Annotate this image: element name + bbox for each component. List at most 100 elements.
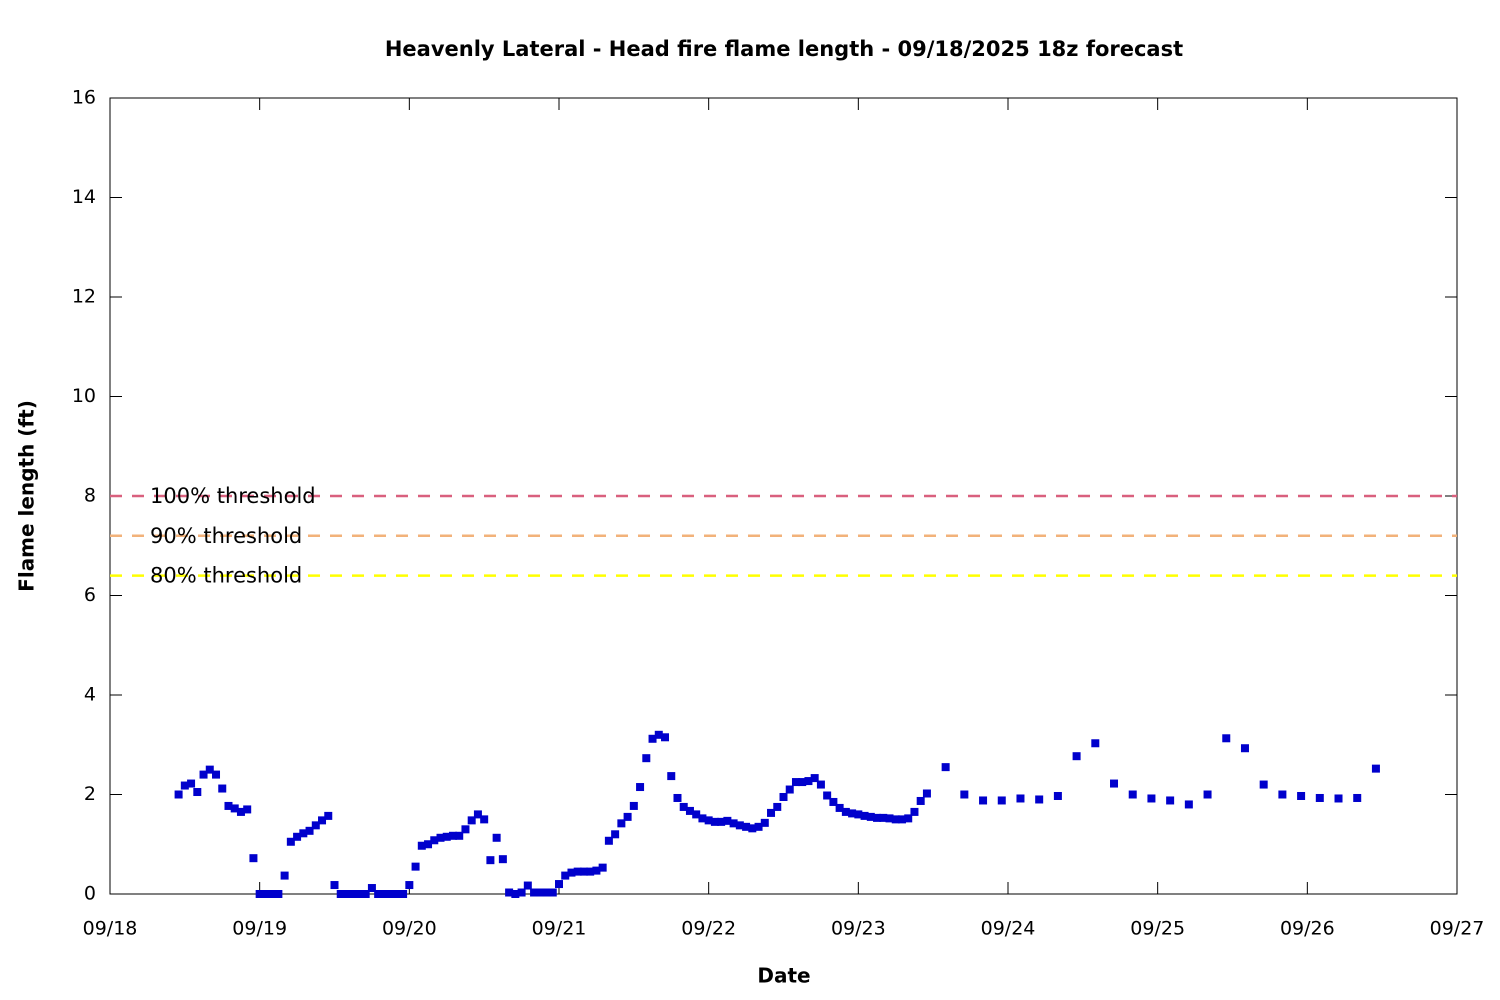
point bbox=[417, 841, 426, 850]
point bbox=[860, 811, 869, 820]
point bbox=[1091, 739, 1100, 748]
point bbox=[336, 890, 345, 898]
y-tick-label: 12 bbox=[72, 286, 96, 308]
x-tick-label: 09/21 bbox=[532, 918, 587, 940]
point bbox=[717, 817, 726, 826]
point bbox=[311, 821, 320, 830]
point bbox=[286, 837, 295, 846]
x-tick-label: 09/24 bbox=[981, 918, 1036, 940]
y-tick-label: 8 bbox=[84, 485, 96, 507]
point bbox=[392, 890, 401, 898]
point bbox=[710, 817, 719, 826]
point bbox=[692, 810, 701, 819]
point bbox=[199, 770, 208, 779]
point bbox=[910, 807, 919, 816]
point bbox=[342, 890, 351, 898]
point bbox=[636, 783, 645, 792]
point bbox=[760, 818, 769, 827]
point bbox=[318, 816, 327, 825]
point bbox=[767, 808, 776, 817]
point bbox=[536, 888, 545, 897]
point bbox=[1072, 752, 1081, 761]
x-tick-label: 09/20 bbox=[382, 918, 437, 940]
point bbox=[436, 833, 445, 842]
point bbox=[592, 866, 601, 875]
point bbox=[299, 829, 308, 838]
point bbox=[685, 806, 694, 815]
point bbox=[261, 890, 270, 898]
point bbox=[1053, 791, 1062, 800]
y-axis-label: Flame length (ft) bbox=[15, 400, 39, 592]
point bbox=[723, 816, 732, 825]
point bbox=[548, 888, 557, 897]
x-tick-label: 09/22 bbox=[681, 918, 736, 940]
point bbox=[243, 805, 252, 814]
x-tick-label: 09/18 bbox=[83, 918, 138, 940]
point bbox=[455, 831, 464, 840]
point bbox=[505, 888, 514, 897]
point bbox=[486, 856, 495, 865]
y-tick-label: 2 bbox=[84, 783, 96, 805]
point bbox=[399, 890, 408, 898]
point bbox=[579, 867, 588, 876]
point bbox=[555, 880, 563, 889]
point bbox=[654, 730, 663, 739]
point bbox=[349, 890, 358, 898]
point bbox=[1334, 794, 1343, 803]
point bbox=[280, 871, 289, 880]
point bbox=[1259, 780, 1268, 789]
threshold-label: 100% threshold bbox=[150, 484, 316, 508]
point bbox=[960, 790, 969, 799]
point bbox=[598, 863, 607, 872]
point bbox=[1184, 800, 1193, 809]
point bbox=[779, 792, 788, 801]
point bbox=[224, 801, 233, 810]
point bbox=[542, 888, 551, 897]
point bbox=[1371, 764, 1380, 773]
point bbox=[461, 825, 470, 834]
point bbox=[879, 813, 888, 822]
point bbox=[492, 833, 501, 842]
point bbox=[873, 813, 882, 822]
point bbox=[791, 778, 800, 787]
point bbox=[249, 854, 258, 863]
point bbox=[673, 793, 682, 802]
point bbox=[1035, 795, 1044, 804]
point bbox=[305, 826, 314, 835]
point bbox=[648, 734, 657, 743]
point bbox=[1315, 793, 1324, 802]
point bbox=[573, 867, 582, 876]
point bbox=[405, 881, 414, 890]
point bbox=[517, 888, 526, 897]
point bbox=[511, 890, 520, 898]
point bbox=[448, 831, 457, 840]
point bbox=[374, 890, 383, 898]
point bbox=[841, 807, 850, 816]
point bbox=[804, 777, 813, 786]
point bbox=[567, 868, 576, 877]
point bbox=[848, 809, 857, 818]
x-tick-label: 09/19 bbox=[232, 918, 287, 940]
x-axis-label: Date bbox=[757, 964, 810, 988]
point bbox=[255, 890, 264, 898]
point bbox=[473, 810, 482, 819]
point bbox=[212, 770, 221, 779]
point bbox=[1297, 791, 1306, 800]
point bbox=[174, 790, 183, 799]
point bbox=[442, 832, 451, 841]
point bbox=[330, 881, 339, 890]
point bbox=[361, 890, 370, 898]
point bbox=[586, 867, 595, 876]
point bbox=[922, 789, 931, 798]
point bbox=[885, 814, 894, 823]
point bbox=[941, 763, 950, 772]
point bbox=[816, 780, 825, 789]
point bbox=[561, 871, 570, 880]
y-tick-label: 0 bbox=[84, 883, 96, 905]
point bbox=[866, 812, 875, 821]
point bbox=[785, 785, 794, 794]
point bbox=[704, 816, 713, 825]
point bbox=[274, 890, 283, 898]
point bbox=[823, 791, 832, 800]
